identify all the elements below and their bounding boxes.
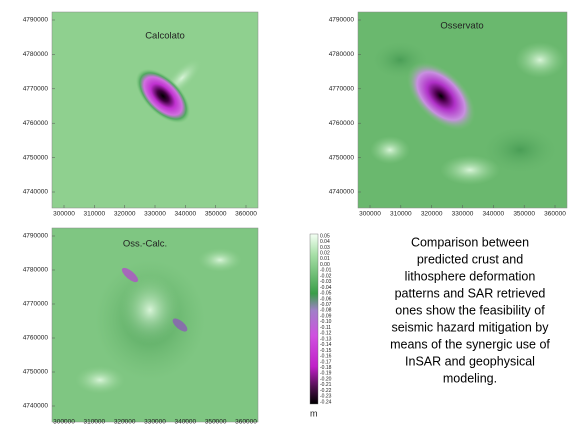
map-osservato: [358, 12, 567, 208]
y-tick-label: 4740000: [329, 189, 355, 196]
x-tick-label: 360000: [235, 419, 257, 426]
y-tick-label: 4760000: [23, 120, 49, 127]
x-tick-label: 300000: [53, 211, 75, 218]
map-differenza: [52, 228, 258, 422]
y-tick-label: 4780000: [23, 51, 49, 58]
x-tick-label: 310000: [83, 211, 105, 218]
y-tick-label: 4750000: [329, 154, 355, 161]
y-tick-label: 4780000: [23, 267, 49, 274]
caption-line: ones show the feasibility of: [395, 303, 545, 317]
x-tick-label: 340000: [482, 211, 504, 218]
y-tick-label: 4790000: [23, 17, 49, 24]
x-tick-label: 330000: [452, 211, 474, 218]
colorbar: [310, 234, 318, 404]
x-tick-label: 350000: [205, 211, 227, 218]
x-tick-label: 320000: [114, 211, 136, 218]
x-tick-label: 320000: [421, 211, 443, 218]
caption-line: lithosphere deformation: [405, 269, 536, 283]
caption-line: modeling.: [443, 371, 497, 385]
panel-title: Osservato: [440, 21, 483, 32]
panel-title: Calcolato: [145, 31, 185, 42]
figure: m Calcolato 300000 310000 320000 330000 34000…: [0, 0, 571, 426]
x-tick-label: 310000: [83, 419, 105, 426]
y-tick-label: 4790000: [329, 17, 355, 24]
x-tick-label: 340000: [174, 419, 196, 426]
y-tick-label: 4760000: [23, 335, 49, 342]
x-tick-label: 360000: [235, 211, 257, 218]
x-tick-label: 300000: [359, 211, 381, 218]
x-tick-label: 300000: [53, 419, 75, 426]
x-tick-label: 310000: [390, 211, 412, 218]
caption-line: seismic hazard mitigation by: [391, 320, 549, 334]
colorbar-unit: m: [310, 408, 318, 418]
x-tick-label: 330000: [144, 419, 166, 426]
caption-line: Comparison between: [411, 235, 529, 249]
y-tick-label: 4770000: [329, 86, 355, 93]
x-tick-label: 350000: [205, 419, 227, 426]
x-tick-label: 320000: [114, 419, 136, 426]
panel-title: Oss.-Calc.: [123, 239, 167, 250]
x-tick-label: 340000: [174, 211, 196, 218]
y-tick-label: 4770000: [23, 301, 49, 308]
y-tick-label: 4760000: [329, 120, 355, 127]
y-tick-label: 4750000: [23, 369, 49, 376]
x-tick-label: 330000: [144, 211, 166, 218]
y-tick-label: 4790000: [23, 233, 49, 240]
x-tick-label: 360000: [544, 211, 566, 218]
caption-line: patterns and SAR retrieved: [395, 286, 546, 300]
y-tick-label: 4750000: [23, 154, 49, 161]
caption-line: InSAR and geophysical: [405, 354, 535, 368]
x-tick-label: 350000: [513, 211, 535, 218]
y-tick-label: 4740000: [23, 189, 49, 196]
y-tick-label: 4740000: [23, 403, 49, 410]
caption-line: predicted crust and: [417, 252, 523, 266]
colorbar-label: -0.24: [320, 399, 332, 405]
y-tick-label: 4780000: [329, 51, 355, 58]
caption-line: means of the synergic use of: [390, 337, 550, 351]
y-tick-label: 4770000: [23, 86, 49, 93]
